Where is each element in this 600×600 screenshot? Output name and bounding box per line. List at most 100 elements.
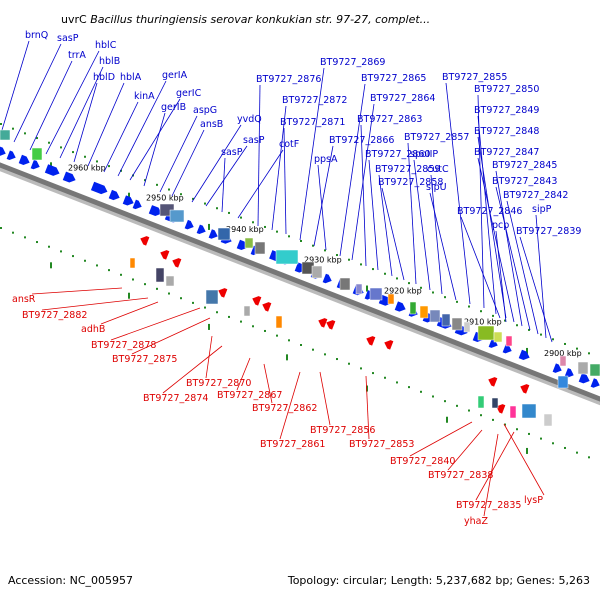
forward-label-connector [29,60,73,151]
feature-box [311,265,323,279]
tick-dot [336,254,338,257]
reverse-gene-label: BT9727_2856 [310,425,375,436]
reverse-gene-label: lysP [524,495,543,506]
tick-dot [96,264,98,267]
reverse-label-connector [162,345,223,394]
forward-label-connector [413,159,431,291]
reverse-gene-arrow [252,296,262,306]
tick-dot [504,423,506,426]
label-connectors [1,40,553,517]
scale-tick-label: 2900 kbp [544,349,582,358]
forward-gene-label: BT9727_2855 [442,72,507,83]
feature-box [155,267,165,283]
reverse-gene-label: BT9727_2862 [252,403,317,414]
tick-dot [528,432,530,435]
tick-dot [168,292,170,295]
forward-label-connector [495,230,507,323]
feature-box [451,317,463,331]
reverse-label-connector [110,307,201,341]
feature-box [509,405,517,419]
reverse-gene-label: BT9727_2867 [217,390,282,401]
tick-dot [84,259,86,262]
scale-tick-label: 2910 kbp [464,318,502,327]
reverse-gene-arrow [218,288,228,298]
scale-tick [286,354,288,361]
reverse-gene-arrow [140,236,150,246]
forward-gene-arrow [208,229,218,239]
forward-gene-label: hblD [93,72,115,83]
tick-dot [336,358,338,361]
feature-box [0,129,11,141]
tick-dot [516,428,518,431]
tick-dot [240,216,242,219]
tick-dot [312,348,314,351]
forward-gene-label: gerIA [162,70,188,81]
tick-dot [396,277,398,280]
scale-tick [50,162,52,169]
tick-dot [408,386,410,389]
forward-label-connector [103,101,139,173]
tick-dot [564,446,566,449]
tick-dot [504,319,506,322]
backbone [0,162,600,406]
reverse-gene-label: BT9727_2853 [349,439,414,450]
forward-gene-label: BT9727_2843 [492,176,557,187]
tick-dot [24,236,26,239]
reverse-gene-label: BT9727_2870 [186,378,251,389]
tick-dot [312,244,314,247]
forward-gene-arrow [44,164,60,176]
reverse-label-connector [503,423,545,496]
reverse-gene-label: BT9727_2878 [91,340,156,351]
tick-dot [468,305,470,308]
forward-gene-label: hblA [120,72,142,83]
tick-dot [48,141,50,144]
reverse-label-connector [31,287,123,295]
reverse-label-connector [475,431,515,501]
reverse-label-connector [409,421,473,457]
reverse-gene-arrow [384,340,394,350]
tick-dot [48,245,50,248]
scale-tick [128,192,130,199]
feature-box [275,249,299,265]
reverse-label-connector [131,317,211,355]
tick-dot [228,211,230,214]
forward-gene-label: cotF [279,139,299,150]
tick-dot [228,315,230,318]
tick-dot [252,325,254,328]
tick-dot [156,287,158,290]
forward-label-connector [519,236,553,343]
tick-dot [552,442,554,445]
forward-label-connector [378,174,393,277]
scale-tick [208,323,210,330]
reverse-gene-arrow [520,384,530,394]
forward-gene-arrow [578,373,590,384]
tick-dot [444,400,446,403]
tick-dot [36,241,38,244]
feature-box [205,289,219,305]
forward-gene-arrow [552,363,562,373]
forward-gene-label: BT9727_2866 [329,135,394,146]
forward-gene-arrow [132,199,142,210]
feature-box [243,305,251,317]
tick-dot [360,263,362,266]
feature-box [419,305,429,319]
feature-box [559,355,567,367]
forward-gene-label: BT9727_2876 [256,74,321,85]
tick-dot [120,273,122,276]
forward-gene-arrow [90,181,108,195]
forward-gene-arrow [502,343,512,354]
forward-label-connector [45,50,100,155]
forward-gene-label: ppsA [314,154,338,165]
forward-label-connector [159,115,198,193]
forward-gene-label: BT9727_2849 [474,105,539,116]
reverse-gene-arrow [318,318,328,328]
scale-tick [526,447,528,454]
tick-dot [84,155,86,158]
forward-gene-label: BT9727_2863 [357,114,422,125]
reverse-gene-label: BT9727_2875 [112,354,177,365]
forward-label-connector [205,145,248,207]
forward-label-connector [360,124,367,267]
tick-dot [216,311,218,314]
reverse-gene-arrow [496,404,506,414]
forward-label-connector [477,115,497,315]
